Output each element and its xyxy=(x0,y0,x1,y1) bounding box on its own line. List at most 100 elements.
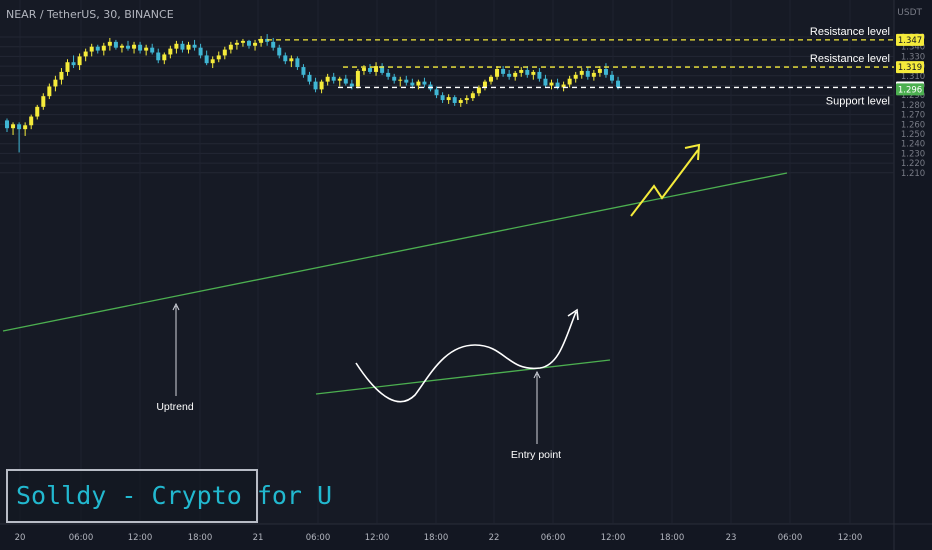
annotation-entry-point: Entry point xyxy=(511,449,561,461)
candle-body xyxy=(150,47,155,53)
candle-body xyxy=(198,47,203,56)
x-tick-label: 23 xyxy=(726,533,737,543)
candle-body xyxy=(253,42,258,46)
candle-body xyxy=(531,71,536,75)
candle-body xyxy=(476,87,481,94)
candle-body xyxy=(47,86,52,97)
x-tick-label: 21 xyxy=(253,533,264,543)
candle-body xyxy=(380,66,385,73)
current-price-bg xyxy=(896,83,924,96)
symbol-header: NEAR / TetherUS, 30, BINANCE xyxy=(6,8,174,21)
price-unit: USDT xyxy=(897,8,922,18)
projection-arrow xyxy=(630,149,699,217)
y-tick-label: 1.210 xyxy=(901,169,925,179)
y-tick-label: 1.230 xyxy=(901,149,925,159)
price-tag: 1.319 xyxy=(898,63,922,73)
x-tick-label: 20 xyxy=(15,533,26,543)
time-axis-panel xyxy=(0,524,932,550)
candle-body xyxy=(440,95,445,101)
x-tick-label: 18:00 xyxy=(424,533,449,543)
candle-body xyxy=(11,124,16,129)
candle-body xyxy=(35,106,40,117)
current-price-tag: 1.296 xyxy=(898,85,922,95)
candle-body xyxy=(549,82,554,86)
candle-body xyxy=(325,76,330,82)
x-tick-label: 12:00 xyxy=(601,533,626,543)
y-tick-label: 1.280 xyxy=(901,101,925,111)
watermark-box: Solldy - Crypto for U xyxy=(6,469,332,523)
candle-body xyxy=(180,43,185,50)
candle-body xyxy=(71,62,76,66)
candle-body xyxy=(404,79,409,83)
candle-body xyxy=(53,79,58,87)
candle-body xyxy=(204,55,209,64)
candle-body xyxy=(29,116,34,126)
candle-body xyxy=(361,68,366,71)
x-tick-label: 18:00 xyxy=(660,533,685,543)
candle-body xyxy=(513,72,518,77)
candle-body xyxy=(525,69,530,75)
x-tick-label: 06:00 xyxy=(778,533,803,543)
candle-body xyxy=(113,41,118,48)
candle-body xyxy=(132,44,137,49)
price-tag-bg xyxy=(896,61,924,74)
entry-arrowhead xyxy=(533,370,541,379)
candle-body xyxy=(416,81,421,86)
candle-body xyxy=(368,68,372,72)
level-label: Resistance level xyxy=(810,53,890,65)
candle-body xyxy=(349,83,354,87)
y-tick-label: 1.290 xyxy=(901,91,925,101)
candle-body xyxy=(319,81,324,90)
candle-body xyxy=(307,74,312,82)
candle-body xyxy=(591,72,596,77)
candle-body xyxy=(186,44,191,50)
candle-body xyxy=(107,41,112,46)
candle-body xyxy=(138,44,143,51)
x-tick-label: 06:00 xyxy=(306,533,331,543)
entry-trend-line xyxy=(315,359,611,395)
candle-body xyxy=(192,44,197,48)
candle-body xyxy=(374,66,379,72)
candle-body xyxy=(5,120,9,129)
candle-body xyxy=(222,49,227,56)
level-label: Support level xyxy=(826,95,890,107)
candle-body xyxy=(446,97,451,101)
uptrend-arrowhead xyxy=(172,302,180,311)
candle-body xyxy=(41,96,46,107)
candle-body xyxy=(392,76,397,81)
candle-body xyxy=(289,58,294,62)
y-tick-label: 1.240 xyxy=(901,140,925,150)
candle-body xyxy=(519,69,524,73)
candle-body xyxy=(23,125,28,130)
candle-body xyxy=(610,74,614,81)
candle-body xyxy=(567,78,572,85)
candle-body xyxy=(119,45,124,48)
trend-line xyxy=(2,172,788,332)
candle-body xyxy=(210,59,215,64)
price-tag-bg xyxy=(896,33,924,46)
candle-body xyxy=(495,69,500,77)
candle-body xyxy=(89,46,94,52)
candle-body xyxy=(543,78,548,86)
x-tick-label: 06:00 xyxy=(541,533,566,543)
candle-body xyxy=(168,48,173,55)
candle-body xyxy=(101,45,106,51)
candle-body xyxy=(331,76,336,81)
wave-arrowhead xyxy=(567,308,579,321)
candle-body xyxy=(434,89,439,96)
y-tick-label: 1.220 xyxy=(901,159,925,169)
candle-body xyxy=(17,124,22,130)
candle-body xyxy=(216,55,221,60)
price-tag: 1.347 xyxy=(898,36,922,46)
candle-body xyxy=(234,42,239,45)
candle-body xyxy=(603,69,608,75)
wave-path xyxy=(355,311,577,403)
candle-body xyxy=(507,73,512,77)
candle-body xyxy=(156,52,161,61)
x-tick-label: 06:00 xyxy=(69,533,94,543)
candle-body xyxy=(228,44,233,50)
candle-body xyxy=(301,67,306,75)
